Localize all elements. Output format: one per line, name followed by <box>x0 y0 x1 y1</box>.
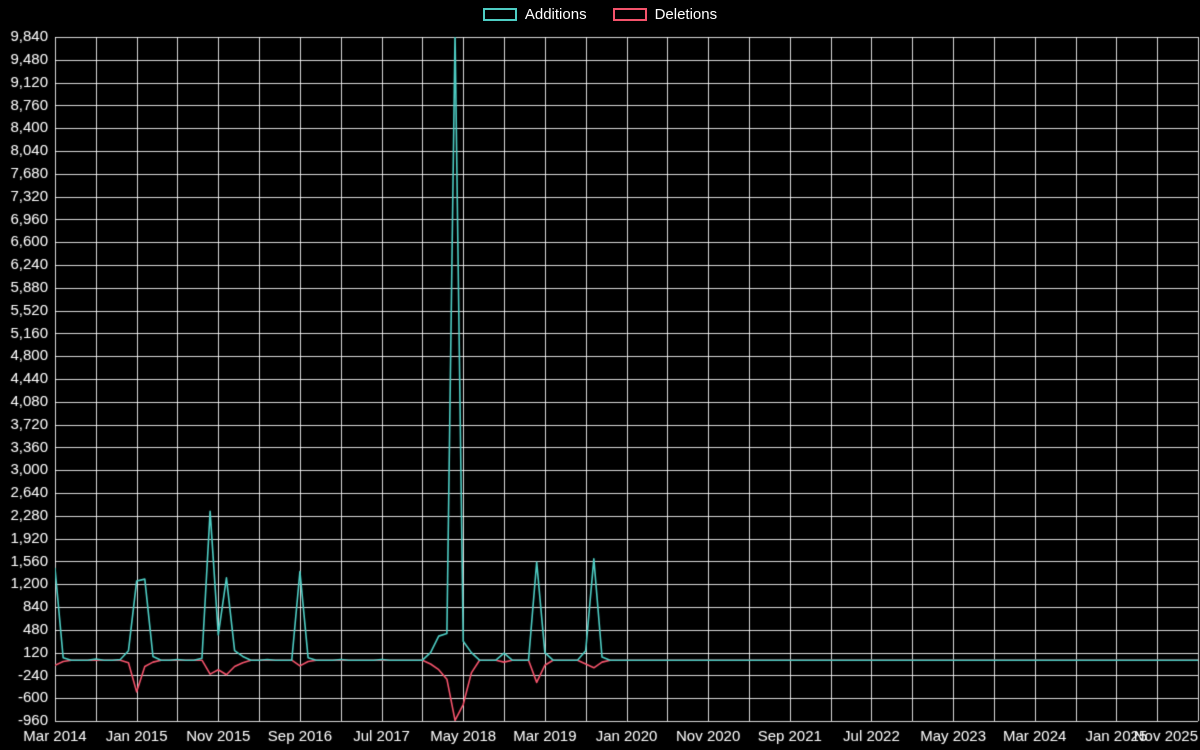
deletions-swatch-icon <box>612 8 647 21</box>
chart-legend: Additions Deletions <box>0 7 1200 22</box>
legend-item-additions[interactable]: Additions <box>482 6 587 23</box>
additions-swatch-icon <box>482 8 517 21</box>
legend-label-deletions: Deletions <box>654 6 718 23</box>
legend-item-deletions[interactable]: Deletions <box>612 6 718 23</box>
legend-label-additions: Additions <box>524 6 587 23</box>
